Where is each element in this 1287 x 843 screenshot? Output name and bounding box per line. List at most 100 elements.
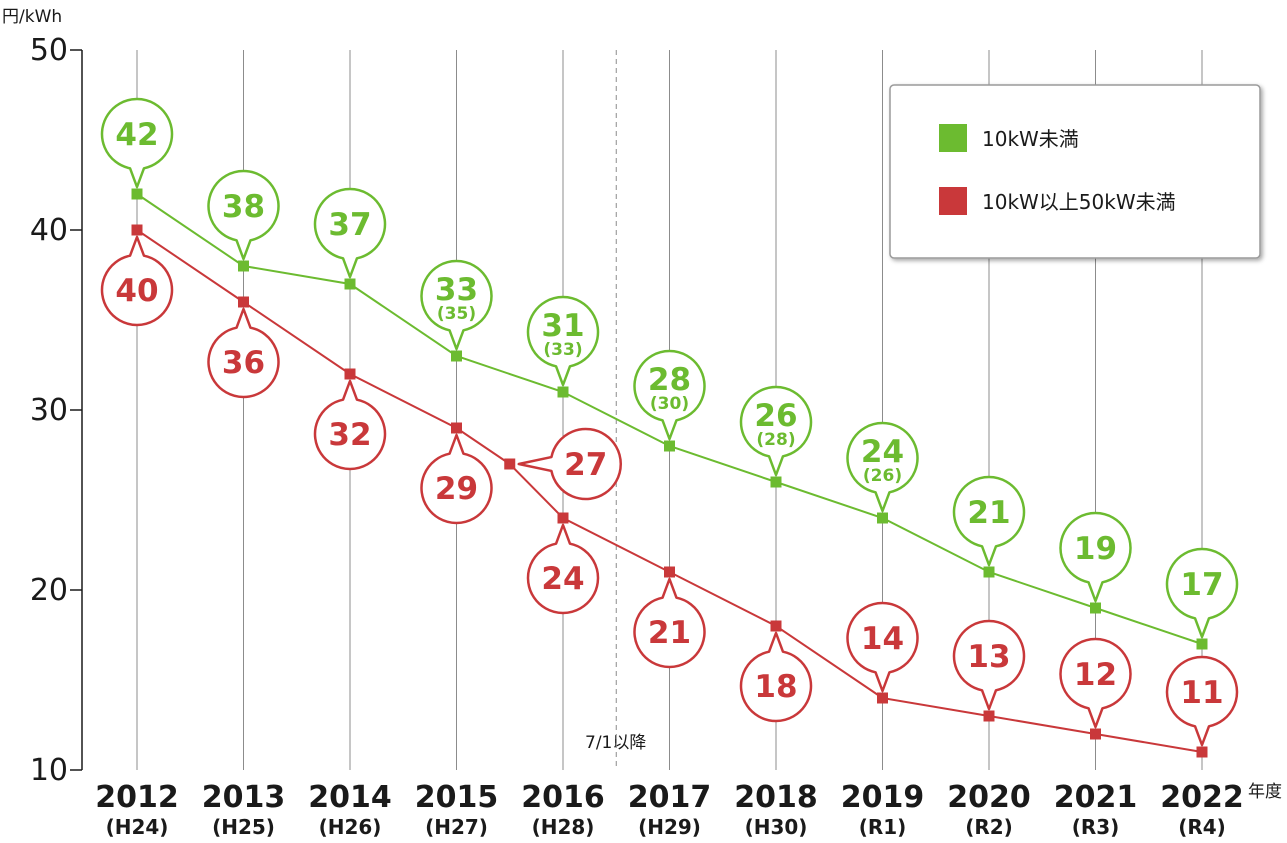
data-label-bubble: 38 <box>207 169 280 261</box>
divider-annotation: 7/1以降 <box>585 733 646 753</box>
data-label-bubble: 24(26) <box>846 421 919 513</box>
x-tick-label: 2018 <box>734 780 818 815</box>
series-lines <box>131 188 1208 758</box>
bubble-outline <box>526 295 600 387</box>
x-tick-era-label: (H29) <box>638 815 701 839</box>
bubble-value: 17 <box>1180 567 1223 603</box>
data-label-bubble: 37 <box>313 187 387 279</box>
legend-label-10-to-50kw: 10kW以上50kW未満 <box>982 190 1176 214</box>
bubble-value: 32 <box>328 417 371 453</box>
bubble-value: 36 <box>222 345 265 381</box>
bubble-value: 24 <box>541 561 584 597</box>
data-label-bubble: 11 <box>1165 655 1239 747</box>
data-label-bubble: 14 <box>846 601 919 693</box>
bubble-outline <box>420 433 493 525</box>
bubble-outline <box>517 427 622 501</box>
bubble-outline <box>207 307 280 399</box>
x-tick-label: 2022 <box>1160 780 1244 815</box>
data-point-marker <box>557 512 569 524</box>
x-axis-unit-label: 年度 <box>1248 782 1282 802</box>
data-label-bubble: 36 <box>207 307 280 399</box>
data-label-bubble: 29 <box>420 433 493 525</box>
divider-annotation-group: 7/1以降 <box>585 50 646 770</box>
x-tick-era-label: (H27) <box>425 815 488 839</box>
x-tick-era-label: (H30) <box>745 815 808 839</box>
x-tick-era-label: (R3) <box>1072 815 1120 839</box>
legend-label-under-10kw: 10kW未満 <box>982 127 1079 151</box>
bubble-value: 42 <box>115 117 158 153</box>
data-point-marker <box>1196 638 1208 650</box>
bubble-outline <box>1165 547 1239 639</box>
bubble-value: 24 <box>861 434 904 470</box>
data-label-bubble: 33(35) <box>420 259 493 351</box>
bubble-outline <box>313 379 387 471</box>
bubble-value: 33 <box>435 272 478 308</box>
bubble-value: 14 <box>861 621 904 657</box>
x-tick-era-label: (H28) <box>532 815 595 839</box>
data-label-bubble: 21 <box>952 475 1026 567</box>
data-label-bubble: 18 <box>739 631 813 723</box>
bubble-value: 21 <box>967 495 1010 531</box>
bubble-sub-value: (26) <box>863 466 902 486</box>
bubble-sub-value: (33) <box>543 340 582 360</box>
bubble-value: 31 <box>541 308 584 344</box>
bubble-value: 12 <box>1074 657 1117 693</box>
data-label-bubble: 17 <box>1165 547 1239 639</box>
data-point-marker <box>504 458 516 470</box>
x-tick-label: 2014 <box>308 780 392 815</box>
x-tick-era-label: (R1) <box>859 815 907 839</box>
bubble-value: 40 <box>115 273 158 309</box>
data-point-marker <box>1090 728 1101 740</box>
data-point-marker <box>344 278 356 290</box>
bubble-outline <box>846 421 919 513</box>
bubble-value: 13 <box>967 639 1010 675</box>
data-label-bubble: 19 <box>1059 511 1132 603</box>
data-point-marker <box>451 422 462 434</box>
series-line-1 <box>136 229 1203 753</box>
data-label-bubble: 42 <box>100 97 174 189</box>
data-point-marker <box>770 620 782 632</box>
x-tick-era-label: (H24) <box>106 815 169 839</box>
legend-swatch-under-10kw <box>939 124 967 152</box>
data-point-marker <box>877 692 888 704</box>
y-tick-label: 50 <box>30 33 68 68</box>
data-label-bubble: 12 <box>1059 637 1132 729</box>
data-point-marker <box>983 710 995 722</box>
y-tick-label: 20 <box>30 573 68 608</box>
bubble-value: 11 <box>1180 675 1223 711</box>
x-tick-label: 2012 <box>95 780 179 815</box>
bubble-outline <box>739 385 813 477</box>
x-tick-era-label: (H26) <box>319 815 382 839</box>
legend-swatch-10-to-50kw <box>939 187 967 215</box>
data-label-bubble: 27 <box>517 427 622 501</box>
bubble-outline <box>846 601 919 693</box>
data-label-bubble: 28(30) <box>633 349 706 441</box>
bubble-outline <box>1059 511 1132 603</box>
data-point-marker <box>1090 602 1101 614</box>
bubble-outline <box>100 235 174 327</box>
y-tick-label: 40 <box>30 213 68 248</box>
data-point-marker <box>983 566 995 578</box>
legend-box <box>889 84 1261 259</box>
data-point-marker <box>557 386 569 398</box>
bubble-value: 19 <box>1074 531 1117 567</box>
data-label-bubble: 21 <box>633 577 706 669</box>
data-point-marker <box>451 350 462 362</box>
bubble-outline <box>739 631 813 723</box>
bubble-outline <box>420 259 493 351</box>
x-tick-era-label: (R2) <box>965 815 1013 839</box>
bubble-value: 38 <box>222 189 265 225</box>
bubble-value: 29 <box>435 471 478 507</box>
axes: 円/kWh 年度 10 20 30 40 50 2012(H24) 2013(H25) 201… <box>2 7 1282 839</box>
bubble-outline <box>207 169 280 261</box>
x-tick-label: 2016 <box>521 780 605 815</box>
x-tick-label: 2015 <box>415 780 499 815</box>
bubble-value: 27 <box>564 447 607 483</box>
data-label-bubble: 26(28) <box>739 385 813 477</box>
bubble-outline <box>1059 637 1132 729</box>
x-tick-era-label: (R4) <box>1178 815 1226 839</box>
data-point-marker <box>344 368 356 380</box>
bubble-outline <box>952 619 1026 711</box>
data-label-bubble: 32 <box>313 379 387 471</box>
